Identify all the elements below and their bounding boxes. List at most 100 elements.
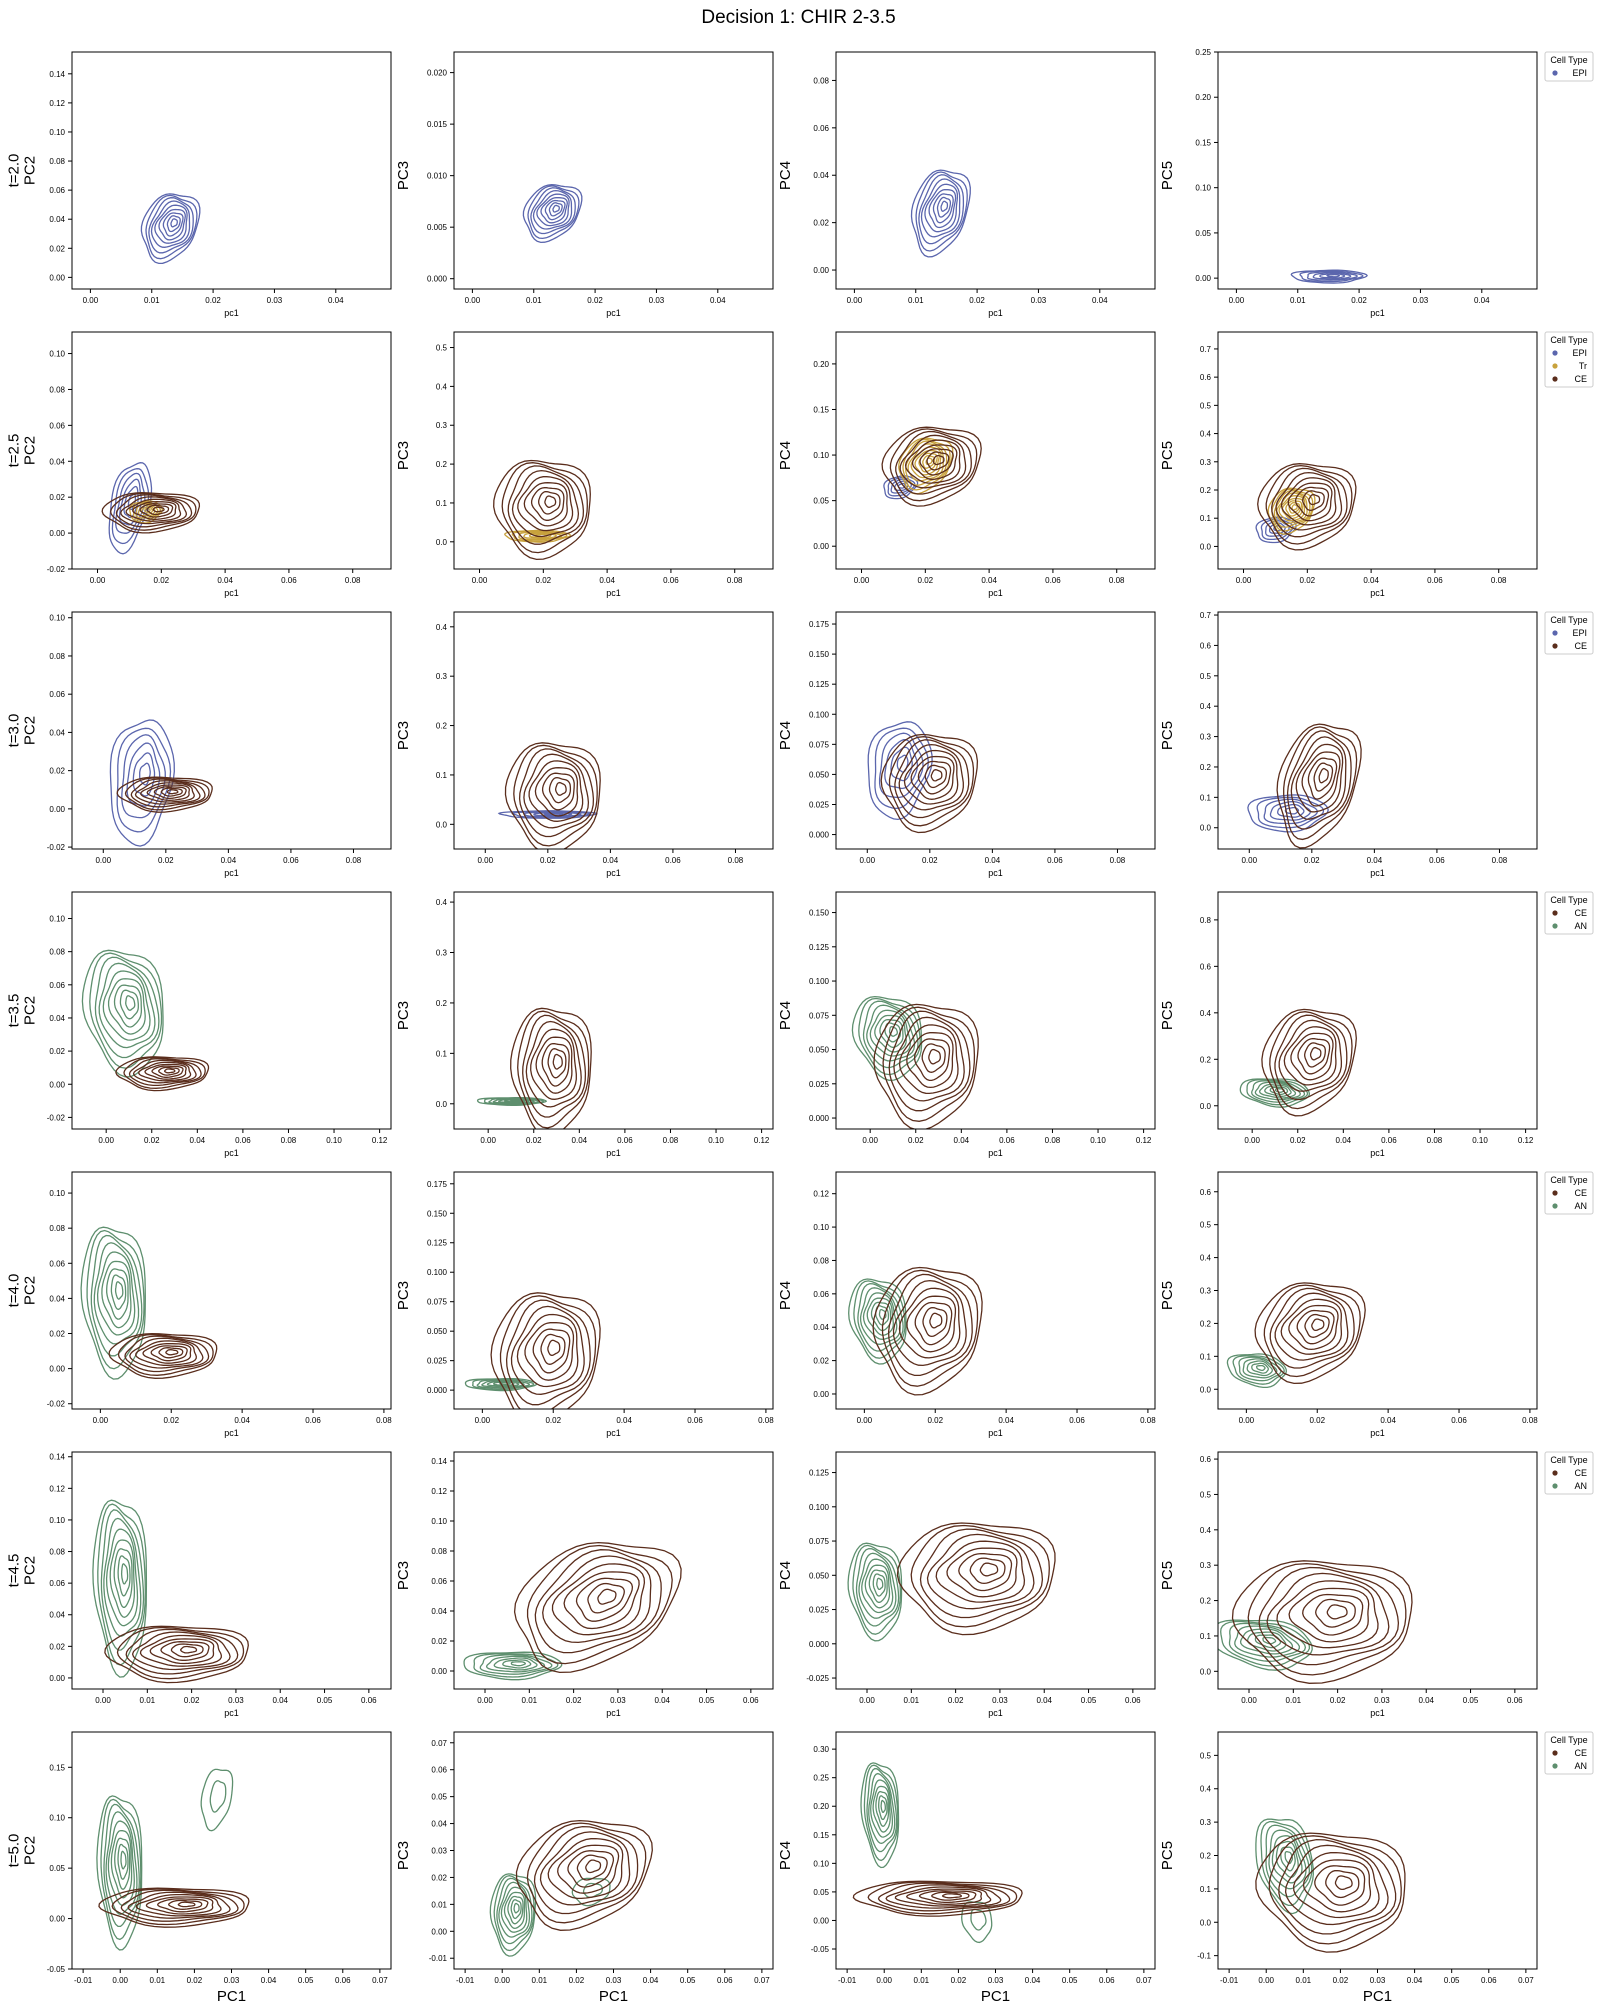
y-axis-label: t=3.0PC2 — [6, 714, 39, 748]
contour-CE — [1274, 1292, 1349, 1361]
contours — [910, 169, 971, 258]
x-tick-label: 0.00 — [859, 1696, 875, 1705]
x-tick-label: 0.08 — [1491, 576, 1507, 585]
x-tick-label: 0.08 — [1427, 1136, 1443, 1145]
legend-title: Cell Type — [1550, 615, 1587, 625]
x-tick-label: 0.08 — [376, 1416, 392, 1425]
contour-AN — [858, 1552, 897, 1619]
contour-CE — [1308, 494, 1321, 506]
contour-CE — [104, 1625, 249, 1684]
contour-CE — [493, 459, 591, 561]
contour-CE — [1231, 1560, 1413, 1684]
panel-t=4.0-PC2: 0.00 0.02 0.04 0.06 0.08 -0.02 0.00 0.02 0.04 0.0… — [6, 1171, 392, 1438]
x-tick-label: 0.03 — [988, 1976, 1004, 1985]
y-axis-name: PC2 — [21, 1836, 38, 1865]
contour-CE — [142, 1343, 192, 1364]
contour-AN — [862, 1292, 898, 1340]
x-tick-label: 0.08 — [1110, 856, 1126, 865]
y-tick-label: 0.06 — [49, 186, 65, 195]
contour-CE — [1283, 726, 1358, 841]
y-axis-label: PC3 — [395, 161, 412, 190]
contour-CE — [499, 1295, 597, 1409]
x-tick-label: 0.02 — [948, 1696, 964, 1705]
y-axis-label: PC5 — [1159, 1841, 1176, 1870]
y-tick-label: 0.10 — [813, 451, 829, 460]
x-tick-label: 0.06 — [1047, 856, 1063, 865]
x-tick-label: 0.00 — [1229, 296, 1245, 305]
contour-CE — [1295, 743, 1344, 813]
contour-AN — [110, 1274, 127, 1311]
x-tick-label: 0.02 — [1300, 576, 1316, 585]
y-tick-label: 0.00 — [813, 1390, 829, 1399]
contour-CE — [526, 1822, 647, 1924]
contour-CE — [1318, 767, 1329, 784]
y-tick-label: 0.12 — [49, 99, 65, 108]
x-tick-label: 0.02 — [1333, 1976, 1349, 1985]
x-tick-label: 0.00 — [480, 1136, 496, 1145]
x-tick-label: 0.04 — [1363, 576, 1379, 585]
y-tick-label: 0.025 — [809, 1080, 830, 1089]
y-tick-label: 0.0 — [436, 820, 448, 829]
contour-Tr — [1285, 500, 1303, 517]
contour-CE — [881, 426, 982, 507]
y-axis-label: PC3 — [395, 1001, 412, 1030]
contour-AN — [481, 1379, 525, 1388]
row-t=3.0: 0.00 0.02 0.04 0.06 0.08-0.020.000.020.040.0… — [6, 611, 1594, 878]
y-tick-label: 0.5 — [1200, 1221, 1212, 1230]
contour-CE — [1278, 1838, 1397, 1935]
y-tick-label: 0.08 — [431, 1547, 447, 1556]
legend-label-EPI: EPI — [1572, 348, 1587, 358]
y-tick-label: -0.05 — [811, 1945, 830, 1954]
axes-frame — [71, 51, 392, 290]
legend: Cell Type CE AN — [1544, 1171, 1594, 1215]
y-axis-label: PC4 — [777, 441, 794, 470]
x-tick-label: 0.06 — [1451, 1416, 1467, 1425]
contour-AN — [504, 1099, 526, 1103]
y-tick-label: 0.150 — [427, 1209, 448, 1218]
y-tick-label: 0.05 — [431, 1793, 447, 1802]
y-tick-label: 0.04 — [431, 1820, 447, 1829]
contour-Tr — [1275, 492, 1308, 525]
axes-frame — [453, 331, 774, 570]
y-tick-label: 0.04 — [431, 1607, 447, 1616]
y-tick-label: 0.10 — [49, 128, 65, 137]
y-tick-label: 0.2 — [436, 460, 448, 469]
x-axis-label: pc1 — [606, 1708, 621, 1718]
contour-CE — [1283, 1026, 1337, 1086]
x-tick-label: 0.01 — [522, 1696, 538, 1705]
contour-EPI — [150, 200, 191, 248]
contour-CE — [539, 1831, 631, 1906]
y-axis-label: PC3 — [395, 1561, 412, 1590]
legend-marker-CE — [1552, 376, 1558, 382]
y-tick-label: 0.00 — [49, 273, 65, 282]
x-axis-label: pc1 — [224, 1148, 239, 1158]
contour-CE — [158, 1347, 184, 1359]
contour-CE — [1274, 1014, 1348, 1101]
contour-Tr — [1278, 495, 1306, 522]
legend-frame — [1544, 611, 1594, 655]
y-tick-label: 0.10 — [49, 1189, 65, 1198]
panel-t=3.0-PC5: 0.00 0.02 0.04 0.06 0.08 0.0 0.1 0.2 0.3 0.4 0.5 0.… — [1159, 611, 1594, 878]
y-tick-label: 0.0 — [1200, 542, 1212, 551]
x-tick-label: 0.04 — [599, 576, 615, 585]
y-tick-label: 0.04 — [49, 1294, 65, 1303]
contour-CE — [567, 1850, 615, 1888]
contour-Tr — [907, 443, 944, 482]
contour-EPI — [154, 204, 188, 244]
contour-CE — [563, 1571, 640, 1630]
y-tick-label: 0.0 — [436, 538, 448, 547]
contours — [847, 1522, 1056, 1642]
x-tick-label: 0.00 — [854, 576, 870, 585]
x-tick-label: 0.02 — [918, 576, 934, 585]
contour-EPI — [109, 719, 175, 847]
x-tick-label: 0.01 — [1290, 296, 1306, 305]
contour-CE — [1290, 1032, 1334, 1081]
contour-CE — [522, 1014, 587, 1118]
contours — [80, 1226, 218, 1380]
contour-EPI — [918, 174, 965, 245]
y-tick-label: 0.01 — [431, 1900, 447, 1909]
contour-EPI — [544, 199, 566, 221]
contour-CE — [1313, 762, 1334, 792]
x-axis-label: pc1 — [988, 308, 1003, 318]
x-tick-label: 0.06 — [361, 1696, 377, 1705]
